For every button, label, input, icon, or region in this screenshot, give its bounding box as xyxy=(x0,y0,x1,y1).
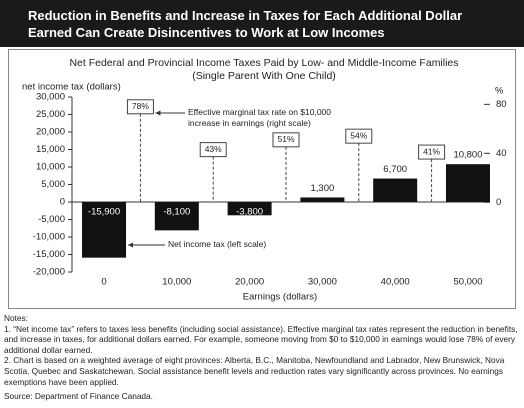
header: Reduction in Benefits and Increase in Ta… xyxy=(0,0,524,47)
y-tick-label: 5,000 xyxy=(41,179,65,190)
y-tick-label: 15,000 xyxy=(36,144,65,155)
bar xyxy=(227,202,272,216)
x-tick-label: 30,000 xyxy=(308,277,337,288)
rate-label: 41% xyxy=(423,146,440,156)
bar xyxy=(154,202,199,231)
y-tick-label: -15,000 xyxy=(33,249,65,260)
note: 2. Chart is based on a weighted average … xyxy=(4,355,505,387)
value-label: -3,800 xyxy=(236,207,263,218)
y-tick-label: 25,000 xyxy=(36,109,65,120)
annotation: Net income tax (left scale) xyxy=(168,239,267,249)
y2-tick-label: 80 xyxy=(496,99,507,110)
rate-box xyxy=(272,132,300,148)
bar xyxy=(82,202,127,258)
rate-label: 78% xyxy=(132,101,149,111)
note: 1. “Net income tax” refers to taxes less… xyxy=(4,323,518,355)
y2-tick-label: 40 xyxy=(496,148,507,159)
arrowhead xyxy=(128,242,134,248)
bar xyxy=(445,164,490,202)
rate-box xyxy=(126,99,154,115)
value-label: -8,100 xyxy=(163,207,190,218)
annotation-text: Effective marginal tax rate on $10,000 i… xyxy=(188,107,332,128)
y-tick-label: 30,000 xyxy=(36,92,65,103)
y-tick-label: -5,000 xyxy=(38,214,65,225)
y2-tick-label: 0 xyxy=(496,197,501,208)
y-tick-label: 0 xyxy=(60,197,65,208)
x-tick-label: 0 xyxy=(101,277,106,288)
value-label: 1,300 xyxy=(311,183,335,194)
rate-label: 43% xyxy=(205,144,222,154)
y-tick-label: -20,000 xyxy=(33,267,65,278)
y-tick-label: 10,000 xyxy=(36,162,65,173)
x-tick-label: 20,000 xyxy=(235,277,264,288)
y-axis-label: net income tax (dollars) xyxy=(22,82,121,93)
y2-axis-label: % xyxy=(495,86,504,97)
x-tick-label: 50,000 xyxy=(453,277,482,288)
source: Source: Department of Finance Canada. xyxy=(4,391,153,402)
x-axis-label: Earnings (dollars) xyxy=(243,292,317,303)
rate-box xyxy=(199,142,227,158)
x-tick-label: 10,000 xyxy=(162,277,191,288)
arrowhead xyxy=(155,110,161,116)
rate-label: 54% xyxy=(350,130,367,140)
bar xyxy=(300,197,345,202)
notes: Notes: 1. “Net income tax” refers to tax… xyxy=(4,313,520,402)
chart-frame xyxy=(8,49,516,309)
value-label: 6,700 xyxy=(383,164,407,175)
value-label: 10,800 xyxy=(453,150,482,161)
rate-label: 51% xyxy=(277,134,294,144)
bar xyxy=(373,178,418,202)
header-title: Reduction in Benefits and Increase in Ta… xyxy=(28,8,463,40)
chart-subtitle: (Single Parent With One Child) xyxy=(192,70,336,82)
chart-title: Net Federal and Provincial Income Taxes … xyxy=(69,57,458,69)
annotation: Effective marginal tax rate on $10,000 i… xyxy=(188,107,332,128)
rate-box xyxy=(345,128,373,144)
annotation-text: Net income tax (left scale) xyxy=(168,239,267,249)
value-label: -15,900 xyxy=(88,207,120,218)
rate-box xyxy=(418,144,446,160)
x-tick-label: 40,000 xyxy=(381,277,410,288)
chart: Net Federal and Provincial Income Taxes … xyxy=(22,57,507,303)
y-tick-label: -10,000 xyxy=(33,232,65,243)
notes-heading: Notes: xyxy=(4,313,28,323)
y-tick-label: 20,000 xyxy=(36,127,65,138)
